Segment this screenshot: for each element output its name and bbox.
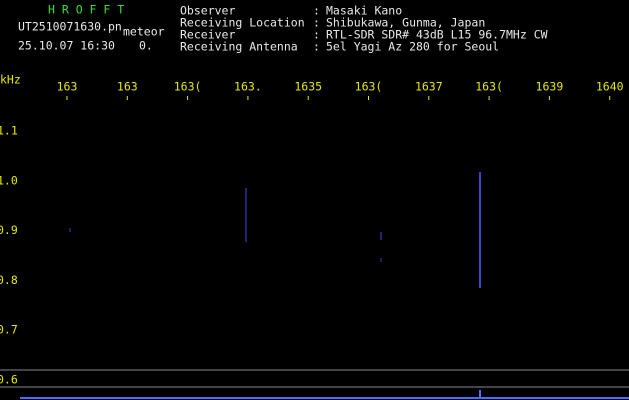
x-tick-label: 163(	[174, 80, 202, 94]
y-tick-label: 0.9	[0, 223, 18, 237]
program-name: H R O F F T	[48, 3, 124, 17]
y-tick-label: 1.1	[0, 124, 18, 138]
x-tick-label: 1635	[294, 80, 322, 94]
info-value: 5el Yagi Az 280 for Seoul	[326, 40, 499, 54]
x-axis-unit: kHz	[0, 73, 21, 87]
info-label: Receiver	[180, 28, 235, 42]
info-block: Observer: Masaki Kano Receiving Location: S…	[180, 4, 548, 54]
info-label: Receiving Antenna	[180, 40, 298, 54]
info-value: Masaki Kano	[326, 4, 402, 18]
info-value: Shibukawa, Gunma, Japan	[326, 16, 485, 30]
x-tick-label: 1640	[596, 80, 624, 94]
info-value: RTL-SDR SDR# 43dB L15 96.7MHz CW	[326, 28, 548, 42]
axes: kHz 163 163 163( 163. 1635 163( 1637 163( 1639 164…	[0, 73, 624, 387]
count: 0.	[139, 39, 153, 53]
x-tick-label: 1637	[415, 80, 443, 94]
x-tick-label: 163	[117, 80, 138, 94]
y-tick-label: 0.6	[0, 373, 18, 387]
date-time: 25.10.07 16:30	[18, 39, 115, 53]
info-label: Receiving Location	[180, 16, 305, 30]
mode-label: meteor	[123, 25, 165, 39]
y-tick-label: 1.0	[0, 173, 18, 187]
info-separator: :	[313, 40, 320, 54]
info-separator: :	[313, 28, 320, 42]
y-tick-label: 0.7	[0, 323, 18, 337]
file-name: UT2510071630.pn	[18, 20, 122, 34]
info-label: Observer	[180, 4, 235, 18]
x-tick-label: 1639	[536, 80, 564, 94]
x-tick-label: 163(	[475, 80, 503, 94]
y-tick-label: 0.8	[0, 273, 18, 287]
x-tick-label: 163	[57, 80, 78, 94]
x-tick-label: 163(	[355, 80, 383, 94]
x-tick-label: 163.	[234, 80, 262, 94]
info-separator: :	[313, 4, 320, 18]
info-separator: :	[313, 16, 320, 30]
spectrogram	[0, 172, 629, 399]
